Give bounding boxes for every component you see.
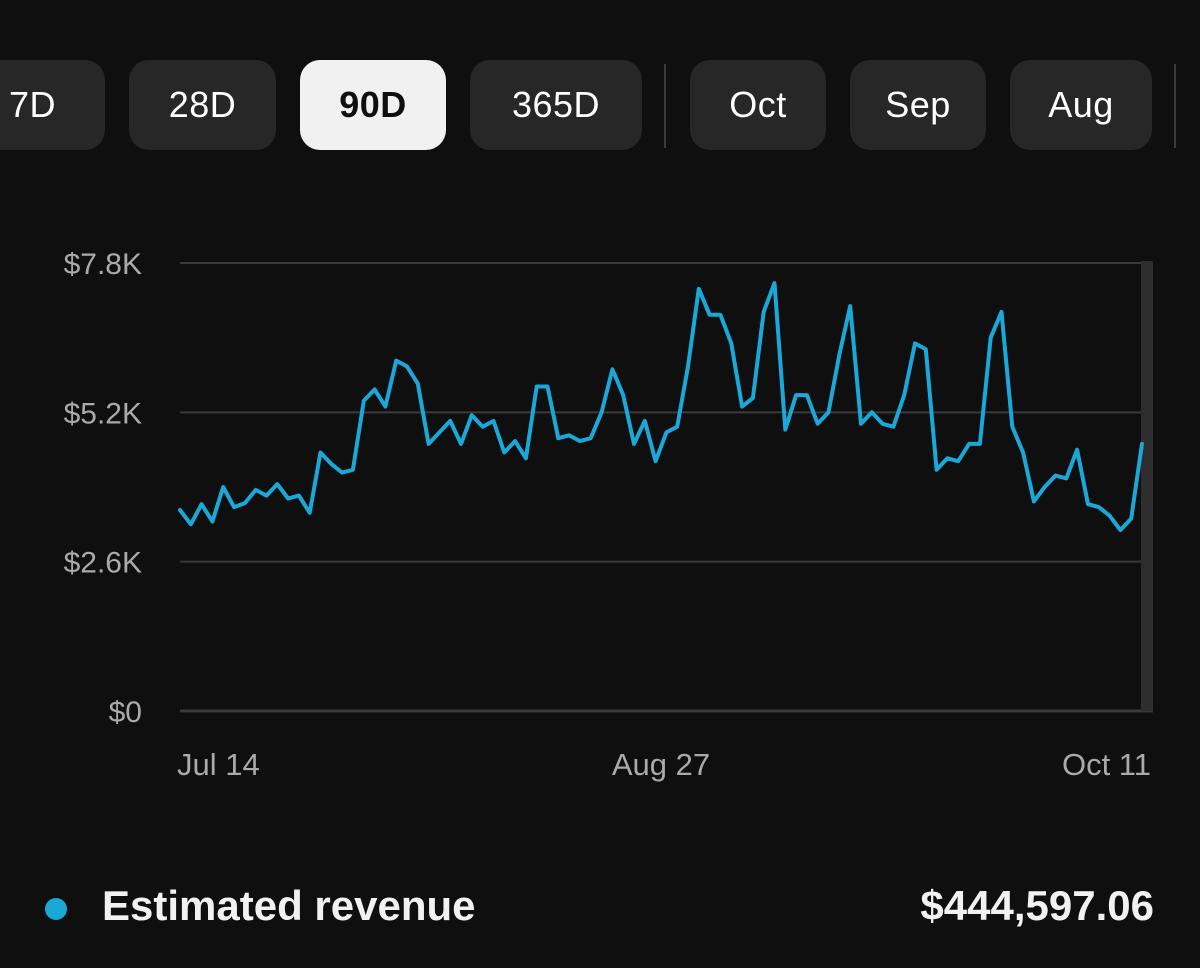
chip-7d[interactable]: 7D (0, 60, 105, 150)
chip-90d[interactable]: 90D (300, 60, 446, 150)
y-tick-label: $0 (109, 696, 142, 729)
chip-divider (664, 64, 666, 148)
x-tick-label: Jul 14 (177, 747, 260, 782)
series-line-estimated-revenue (178, 281, 1144, 533)
y-tick-label: $2.6K (64, 547, 142, 580)
x-tick-label: Aug 27 (612, 747, 710, 782)
chart-gridlines (180, 262, 1153, 713)
chip-aug[interactable]: Aug (1010, 60, 1152, 150)
chart-scrub-handle[interactable] (1141, 261, 1153, 711)
legend-metric-label: Estimated revenue (102, 882, 476, 929)
legend-metric-total: $444,597.06 (920, 882, 1154, 929)
y-tick-label: $7.8K (64, 248, 142, 281)
revenue-line-chart: $0 $2.6K $5.2K $7.8K Jul 14 Aug 27 Oct 11 (64, 248, 1153, 782)
chip-oct[interactable]: Oct (690, 60, 826, 150)
y-tick-label: $5.2K (64, 397, 142, 430)
chart-legend: Estimated revenue $444,597.06 (0, 868, 1200, 948)
chip-28d[interactable]: 28D (129, 60, 276, 150)
legend-color-dot (45, 898, 67, 920)
chip-divider-end (1174, 64, 1176, 148)
date-range-filter-bar: 7D 28D 90D 365D Oct Sep Aug (0, 60, 1200, 152)
chip-sep[interactable]: Sep (850, 60, 986, 150)
x-axis-ticks: Jul 14 Aug 27 Oct 11 (177, 747, 1151, 782)
y-axis-ticks: $0 $2.6K $5.2K $7.8K (64, 248, 142, 729)
x-tick-label: Oct 11 (1062, 747, 1151, 782)
chip-365d[interactable]: 365D (470, 60, 642, 150)
chart-series (178, 281, 1144, 533)
